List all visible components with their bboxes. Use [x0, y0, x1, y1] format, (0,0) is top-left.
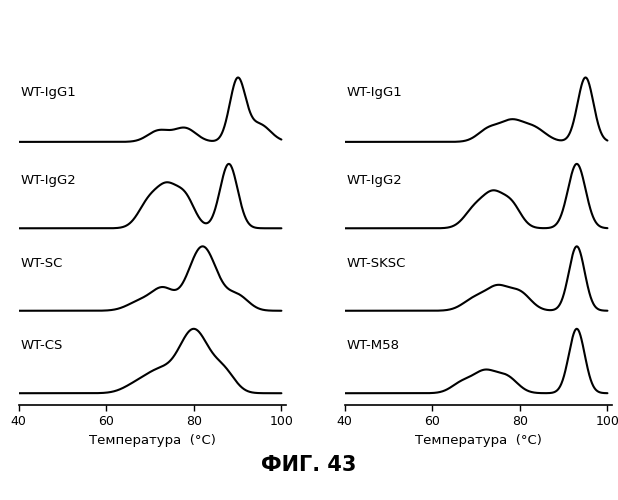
- X-axis label: Температура  (°C): Температура (°C): [89, 434, 216, 447]
- Text: WT-IgG1: WT-IgG1: [347, 86, 402, 98]
- Text: ФИГ. 43: ФИГ. 43: [261, 455, 357, 475]
- Text: WT-IgG2: WT-IgG2: [21, 174, 77, 188]
- Text: WT-SC: WT-SC: [21, 257, 63, 270]
- Text: WT-IgG1: WT-IgG1: [21, 86, 77, 98]
- Text: WT-IgG2: WT-IgG2: [347, 174, 402, 188]
- Text: WT-CS: WT-CS: [21, 340, 63, 352]
- X-axis label: Температура  (°C): Температура (°C): [415, 434, 541, 447]
- Text: WT-M58: WT-M58: [347, 340, 400, 352]
- Text: WT-SKSC: WT-SKSC: [347, 257, 406, 270]
